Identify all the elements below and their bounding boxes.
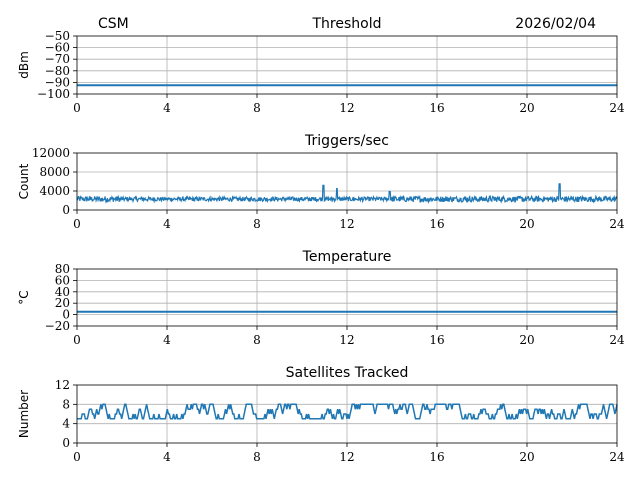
x-tick-label: 4: [163, 101, 171, 115]
x-tick-label: 4: [163, 450, 171, 464]
x-tick-label: 0: [73, 217, 81, 231]
x-tick-label: 12: [339, 450, 354, 464]
series-line: [77, 403, 618, 420]
y-tick-label: 12: [55, 378, 70, 392]
x-tick-label: 8: [253, 217, 261, 231]
y-tick-label: −70: [45, 52, 70, 66]
y-tick-label: −20: [45, 319, 70, 333]
y-tick-label: 8000: [39, 165, 70, 179]
y-tick-label: 4: [62, 417, 70, 431]
x-tick-label: 12: [339, 101, 354, 115]
x-tick-label: 8: [253, 450, 261, 464]
x-tick-label: 20: [519, 101, 534, 115]
x-tick-label: 20: [519, 333, 534, 347]
x-tick-label: 8: [253, 333, 261, 347]
header-left-label: CSM: [98, 16, 129, 32]
y-tick-label: 8: [62, 397, 70, 411]
x-tick-label: 24: [609, 101, 625, 115]
chart-panel-1: 0 4 8 12 16 20 24 0 4000 8000 12000 Triggers/sec Cou…: [17, 133, 625, 231]
header-right-date: 2026/02/04: [515, 16, 596, 32]
y-tick-label: 20: [55, 296, 70, 310]
y-tick-label: 12000: [32, 146, 70, 160]
y-tick-label: 0: [62, 436, 70, 450]
x-tick-label: 16: [429, 333, 444, 347]
x-tick-label: 16: [429, 217, 444, 231]
y-tick-label: −80: [45, 64, 70, 78]
x-tick-label: 16: [429, 101, 444, 115]
chart-panel-0: 0 4 8 12 16 20 24 −100−90−80−70−60−50 Threshold d…: [17, 16, 625, 115]
y-tick-label: 60: [55, 273, 70, 287]
x-tick-label: 0: [73, 333, 81, 347]
x-tick-label: 12: [339, 333, 354, 347]
x-tick-label: 24: [609, 333, 625, 347]
y-tick-label: −50: [45, 29, 70, 43]
x-tick-label: 12: [339, 217, 354, 231]
x-tick-label: 20: [519, 450, 534, 464]
x-tick-label: 4: [163, 217, 171, 231]
x-tick-label: 0: [73, 450, 81, 464]
y-axis-label: dBm: [17, 51, 31, 79]
y-tick-label: −60: [45, 41, 70, 55]
y-tick-label: 0: [62, 203, 70, 217]
y-tick-label: 80: [55, 262, 70, 276]
y-tick-label: 4000: [39, 184, 70, 198]
chart-panel-3: 0 4 8 12 16 20 24 0 4 8 12 Satellites Tracked Number: [17, 365, 625, 464]
series-line: [76, 183, 618, 204]
x-tick-label: 8: [253, 101, 261, 115]
y-axis-label: Number: [17, 390, 31, 438]
x-tick-label: 0: [73, 101, 81, 115]
y-tick-label: 0: [62, 308, 70, 322]
x-tick-label: 24: [609, 217, 625, 231]
chart-title: Threshold: [312, 16, 382, 32]
x-tick-label: 24: [609, 450, 625, 464]
y-tick-label: 40: [55, 285, 70, 299]
y-axis-label: Count: [17, 163, 31, 199]
y-tick-label: −100: [37, 87, 70, 101]
chart-title: Triggers/sec: [304, 133, 389, 149]
chart-panels: 0 4 8 12 16 20 24 −100−90−80−70−60−50 Threshold d…: [17, 16, 625, 464]
x-tick-label: 16: [429, 450, 444, 464]
y-tick-label: −90: [45, 75, 70, 89]
chart-title: Satellites Tracked: [286, 365, 409, 381]
y-axis-label: °C: [17, 290, 31, 304]
x-tick-label: 4: [163, 333, 171, 347]
x-tick-label: 20: [519, 217, 534, 231]
chart-title: Temperature: [302, 249, 392, 265]
